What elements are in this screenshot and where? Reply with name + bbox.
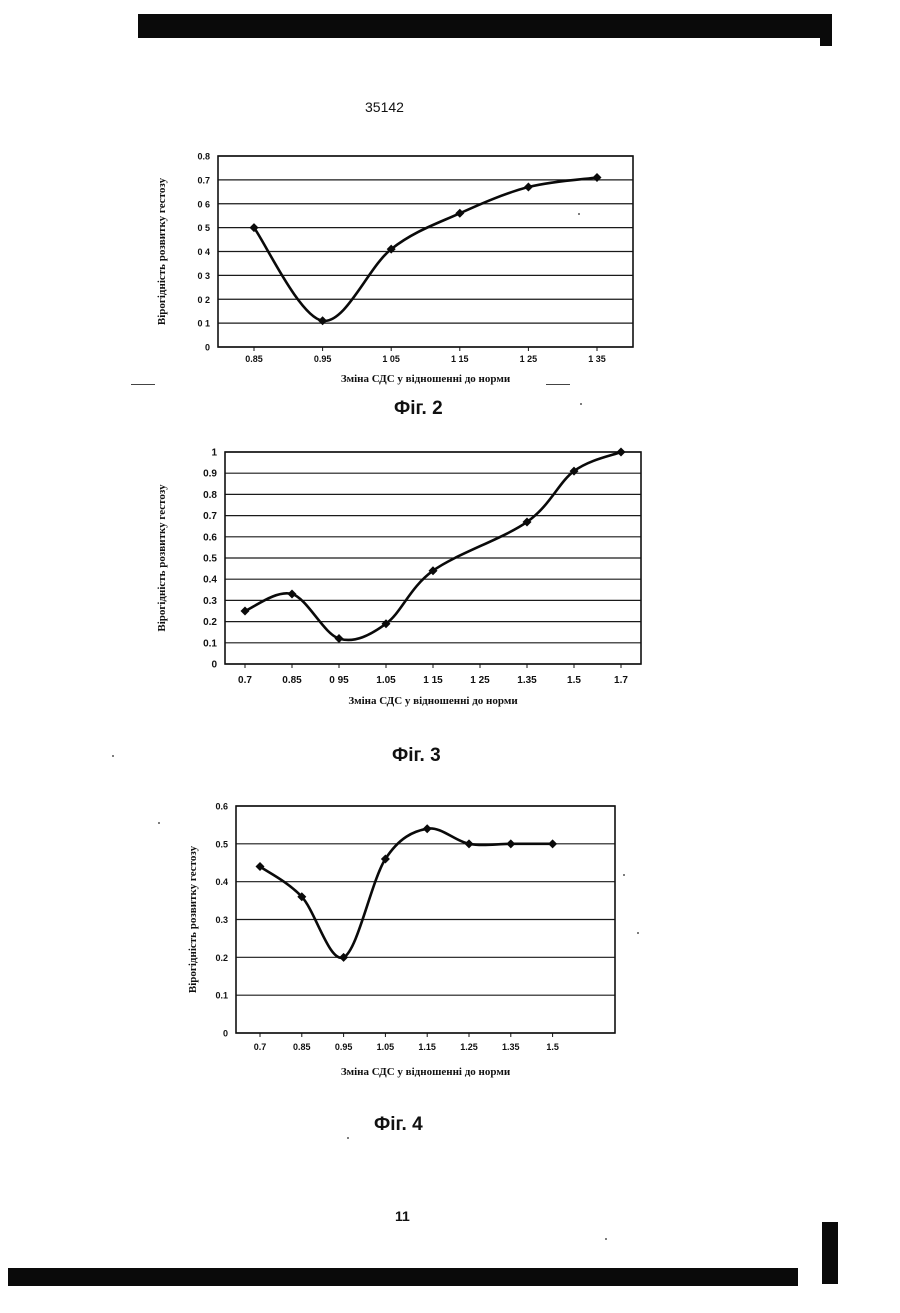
chart3-series-line: [245, 452, 621, 640]
chart2-x-tick-label: 1 15: [451, 354, 469, 364]
page-number: 11: [395, 1208, 410, 1224]
chart2-x-tick-label: 1 35: [588, 354, 606, 364]
chart2-x-tick-label: 1 05: [382, 354, 400, 364]
chart2-y-tick-label: 0 4: [197, 247, 210, 257]
chart4-x-tick-label: 1.05: [377, 1042, 395, 1052]
chart3-y-tick-label: 0.7: [203, 511, 217, 522]
chart2-x-tick-label: 1 25: [520, 354, 538, 364]
figure-2-caption: Фіг. 2: [394, 398, 443, 420]
chart2-y-tick-label: 0 3: [197, 271, 210, 281]
chart3-data-point: [241, 607, 250, 616]
chart3-x-tick-label: 1.7: [614, 675, 628, 686]
chart4-y-tick-label: 0.4: [215, 877, 228, 887]
chart4-data-point: [506, 839, 515, 848]
chart4-x-tick-label: 1.15: [418, 1042, 436, 1052]
chart3-y-axis-title: Вірогідність розвитку гестозу: [156, 484, 168, 632]
chart2-y-axis-title: Вірогідність розвитку гестозу: [156, 177, 168, 325]
chart4-x-tick-label: 0.85: [293, 1042, 311, 1052]
chart2-y-tick-label: 0 6: [197, 199, 210, 209]
chart3-y-tick-label: 0: [211, 660, 217, 671]
chart3-y-tick-label: 0.6: [203, 532, 217, 543]
chart3-y-tick-label: 0.5: [203, 554, 217, 565]
chart4-y-tick-label: 0: [223, 1029, 228, 1039]
chart2-data-point: [455, 209, 464, 218]
chart2-y-tick-label: 0.8: [197, 152, 210, 162]
chart3-y-tick-label: 0.9: [203, 469, 217, 480]
chart3-y-tick-label: 0.3: [203, 596, 217, 607]
scan-mark: [546, 384, 570, 385]
scan-speck: [112, 755, 114, 757]
chart4-y-tick-label: 0.6: [215, 802, 228, 812]
chart3-y-tick-label: 0.8: [203, 490, 217, 501]
chart3-y-tick-label: 0.2: [203, 617, 217, 628]
scan-mark: [131, 384, 155, 385]
scan-speck: [158, 822, 160, 824]
scan-speck: [347, 1137, 349, 1139]
chart3-y-tick-label: 1: [211, 448, 217, 459]
scan-speck: [580, 403, 582, 405]
chart3-x-tick-label: 1.35: [517, 675, 537, 686]
chart3-x-tick-label: 0.85: [282, 675, 302, 686]
chart2-y-tick-label: 0 1: [197, 319, 210, 329]
chart4-series-line: [260, 828, 553, 957]
chart3-y-tick-label: 0.4: [203, 575, 217, 586]
chart4-data-point: [423, 824, 432, 833]
chart4-y-tick-label: 0.5: [215, 839, 228, 849]
chart3-data-point: [617, 448, 626, 457]
chart2-y-tick-label: 0: [205, 343, 210, 353]
chart4-data-point: [465, 839, 474, 848]
chart2-data-point: [524, 183, 533, 192]
chart3-data-point: [288, 590, 297, 599]
chart2-data-point: [593, 173, 602, 182]
chart4-data-point: [548, 839, 557, 848]
chart2-y-tick-label: 0 5: [197, 223, 210, 233]
scan-speck: [578, 213, 580, 215]
chart2-y-tick-label: 0 2: [197, 295, 210, 305]
scan-speck: [637, 932, 639, 934]
chart3-x-axis-title: Зміна СДС у відношенні до норми: [348, 695, 518, 707]
chart3-data-point: [335, 634, 344, 643]
chart2-data-point: [318, 316, 327, 325]
chart2-x-tick-label: 0.95: [314, 354, 332, 364]
chart2-y-tick-label: 0.7: [197, 175, 210, 185]
chart3-x-tick-label: 1 25: [470, 675, 490, 686]
chart4-y-tick-label: 0.2: [215, 953, 228, 963]
scan-speck: [605, 1238, 607, 1240]
chart4-x-tick-label: 1.35: [502, 1042, 520, 1052]
chart3-y-tick-label: 0.1: [203, 638, 217, 649]
chart4-x-tick-label: 1.25: [460, 1042, 478, 1052]
chart2-x-tick-label: 0.85: [245, 354, 263, 364]
chart4-y-axis-title: Вірогідність розвитку гестозу: [187, 845, 199, 993]
chart4-x-tick-label: 1.5: [546, 1042, 559, 1052]
chart3-x-tick-label: 1 15: [423, 675, 443, 686]
figure-3-caption: Фіг. 3: [392, 745, 441, 767]
scan-speck: [623, 874, 625, 876]
chart3-x-tick-label: 0 95: [329, 675, 349, 686]
figure-4-caption: Фіг. 4: [374, 1114, 423, 1136]
chart3-x-tick-label: 1.05: [376, 675, 396, 686]
chart2-x-axis-title: Зміна СДС у відношенні до норми: [341, 373, 511, 385]
chart4-x-axis-title: Зміна СДС у відношенні до норми: [341, 1066, 511, 1078]
chart4-x-tick-label: 0.95: [335, 1042, 353, 1052]
chart3-x-tick-label: 1.5: [567, 675, 581, 686]
chart3-x-tick-label: 0.7: [238, 675, 252, 686]
chart4-y-tick-label: 0.1: [215, 991, 228, 1001]
chart4-y-tick-label: 0.3: [215, 915, 228, 925]
chart4-x-tick-label: 0.7: [254, 1042, 267, 1052]
